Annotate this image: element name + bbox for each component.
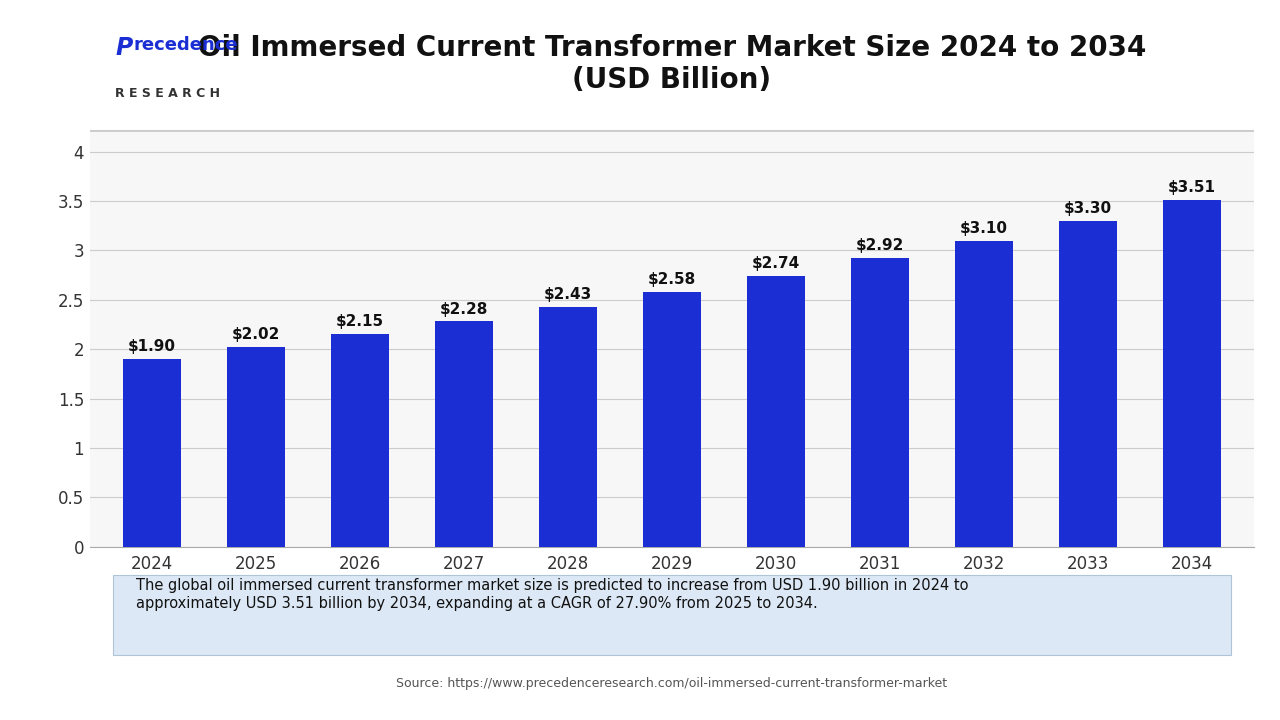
Text: $2.92: $2.92: [856, 238, 904, 253]
Text: P: P: [115, 35, 133, 60]
Text: Oil Immersed Current Transformer Market Size 2024 to 2034
(USD Billion): Oil Immersed Current Transformer Market …: [198, 34, 1146, 94]
Text: The global oil immersed current transformer market size is predicted to increase: The global oil immersed current transfor…: [136, 578, 969, 611]
Text: $1.90: $1.90: [128, 339, 177, 354]
Text: $2.43: $2.43: [544, 287, 593, 302]
Text: $3.10: $3.10: [960, 220, 1009, 235]
Text: $2.02: $2.02: [232, 327, 280, 342]
Text: $3.30: $3.30: [1064, 201, 1112, 216]
Bar: [228, 347, 284, 546]
Text: $2.58: $2.58: [648, 272, 696, 287]
Bar: [1060, 221, 1116, 546]
Bar: [539, 307, 596, 546]
Bar: [435, 322, 493, 546]
Text: $2.74: $2.74: [751, 256, 800, 271]
Text: recedence: recedence: [134, 35, 238, 53]
Bar: [851, 258, 909, 546]
Bar: [955, 240, 1012, 546]
Bar: [644, 292, 700, 546]
Text: $3.51: $3.51: [1169, 180, 1216, 195]
FancyBboxPatch shape: [113, 575, 1231, 654]
Text: $2.28: $2.28: [440, 302, 488, 317]
Text: $2.15: $2.15: [335, 315, 384, 329]
Text: Source: https://www.precedenceresearch.com/oil-immersed-current-transformer-mark: Source: https://www.precedenceresearch.c…: [397, 677, 947, 690]
Bar: [332, 334, 389, 546]
Text: R E S E A R C H: R E S E A R C H: [115, 87, 220, 100]
Bar: [1164, 200, 1221, 546]
Bar: [748, 276, 805, 546]
Bar: [123, 359, 180, 546]
